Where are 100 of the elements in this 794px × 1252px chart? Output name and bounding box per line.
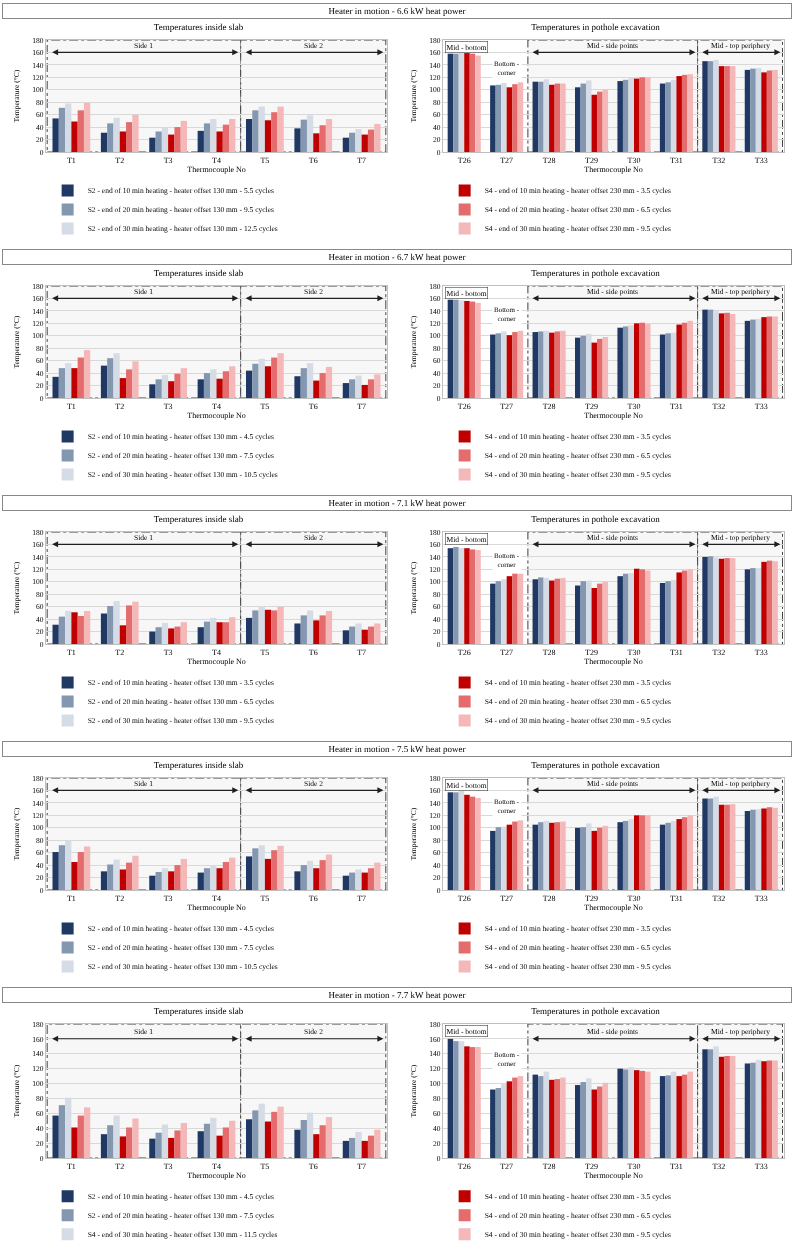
bar: [495, 333, 502, 398]
bar: [560, 83, 566, 152]
bar: [659, 824, 666, 890]
bar: [65, 611, 72, 644]
bar: [532, 824, 539, 890]
bar: [687, 1071, 693, 1158]
bar: [464, 53, 470, 152]
bar: [617, 81, 623, 152]
bar: [161, 1124, 169, 1158]
bar: [744, 320, 751, 398]
bar: [203, 373, 211, 398]
bar: [222, 622, 230, 644]
bar: [517, 1076, 524, 1158]
bar: [258, 606, 265, 644]
bar: [761, 1061, 767, 1158]
bar: [258, 845, 265, 890]
bar: [306, 860, 314, 890]
bar: [277, 845, 284, 890]
bar: [216, 622, 223, 644]
bar: [724, 804, 730, 890]
bar: [168, 871, 175, 890]
bar: [495, 84, 502, 152]
bar: [149, 384, 156, 398]
bar: [252, 610, 259, 644]
bar: [174, 127, 181, 152]
bar: [113, 117, 120, 152]
bar: [83, 350, 91, 398]
bar: [325, 611, 333, 644]
bar: [271, 112, 278, 152]
bar: [549, 580, 555, 644]
bar: [766, 316, 773, 398]
bar: [367, 379, 375, 398]
bar: [210, 119, 217, 152]
bar: [633, 1070, 640, 1158]
bar: [361, 629, 368, 644]
bar: [702, 309, 708, 398]
bar: [665, 822, 671, 890]
bar: [100, 365, 108, 398]
bar: [645, 323, 651, 398]
bar: [729, 558, 736, 644]
bar: [126, 122, 133, 152]
bar: [687, 815, 693, 890]
bar: [597, 827, 603, 890]
bar: [277, 606, 284, 644]
bar: [174, 865, 181, 890]
bar: [325, 119, 333, 152]
bar: [71, 612, 78, 644]
bar: [532, 81, 539, 152]
bar: [602, 337, 609, 398]
bar: [475, 550, 481, 644]
bar: [549, 332, 555, 398]
bar: [180, 622, 187, 644]
bar: [342, 383, 350, 398]
bar: [349, 872, 356, 890]
bar: [229, 119, 236, 152]
bar: [355, 375, 362, 398]
bar: [744, 1063, 751, 1158]
bar: [772, 1060, 778, 1158]
bar: [229, 857, 236, 890]
bar: [246, 856, 253, 890]
bar: [602, 89, 609, 152]
bar: [453, 53, 459, 152]
bar: [580, 335, 587, 398]
bar: [628, 325, 634, 398]
bar: [659, 583, 666, 644]
bar: [707, 798, 714, 890]
bar: [512, 332, 518, 398]
bar: [538, 331, 544, 398]
bar: [271, 850, 278, 890]
bar: [772, 561, 778, 644]
bar: [506, 1081, 513, 1158]
bar: [349, 132, 356, 152]
bar: [639, 569, 646, 644]
bar: [495, 827, 502, 890]
bar: [107, 123, 114, 152]
bar: [501, 579, 507, 644]
bar: [119, 869, 127, 890]
bar: [65, 103, 72, 152]
bar: [750, 68, 756, 152]
bar: [574, 585, 581, 644]
bar: [367, 868, 375, 890]
bar: [100, 871, 108, 890]
bar: [361, 384, 368, 398]
bar: [210, 617, 217, 644]
bar: [168, 628, 175, 644]
bar: [729, 804, 736, 890]
bar: [447, 792, 454, 890]
bar: [294, 1129, 301, 1158]
bar: [591, 830, 598, 890]
bar: [702, 798, 708, 890]
bar: [718, 313, 725, 398]
bar: [447, 299, 454, 398]
bar: [246, 370, 253, 398]
bar: [517, 573, 524, 644]
bar: [617, 327, 623, 398]
bar: [718, 66, 725, 152]
bar: [560, 330, 566, 398]
bar: [639, 322, 646, 398]
bar: [622, 326, 629, 398]
bar: [107, 606, 114, 644]
